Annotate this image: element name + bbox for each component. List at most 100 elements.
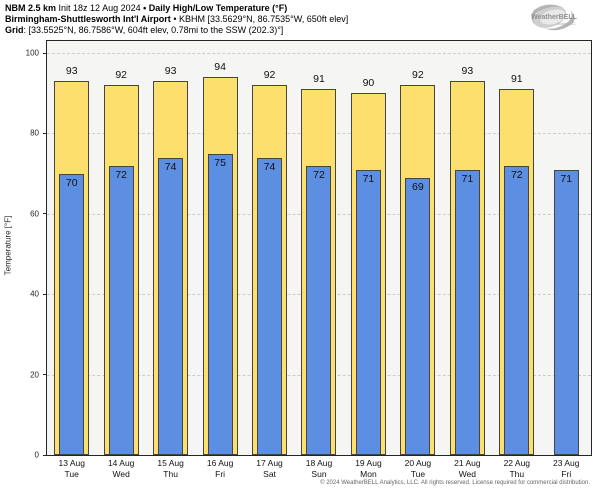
station-name: Birmingham-Shuttlesworth Int'l Airport [5, 13, 171, 24]
separator-dot: • [170, 13, 179, 24]
high-value-label: 93 [65, 65, 78, 78]
y-axis-title: Temperature [°F] [3, 215, 13, 276]
date-label: 18 Aug [305, 458, 333, 468]
weekday-label: Sat [263, 468, 276, 479]
date-label: 14 Aug [107, 458, 135, 468]
date-label: 17 Aug [256, 458, 283, 468]
y-tick-label: 20 [30, 370, 39, 380]
y-tick-mark [43, 374, 47, 376]
date-label: 13 Aug [58, 458, 85, 468]
low-bar [405, 177, 431, 455]
product-name: Daily High/Low Temperature (°F) [148, 3, 288, 13]
low-value-label: 71 [560, 172, 573, 185]
y-tick-mark [43, 132, 47, 134]
grid-label: Grid [5, 24, 24, 35]
low-value-label: 74 [164, 160, 177, 173]
weekday-label: Fri [561, 468, 572, 479]
gridline-100 [47, 53, 591, 55]
low-value-label: 71 [362, 172, 375, 185]
high-value-label: 92 [412, 69, 424, 82]
high-value-label: 92 [115, 69, 128, 82]
x-axis-label: 23 Aug Fri [542, 458, 591, 479]
high-value-label: 93 [164, 65, 177, 78]
low-value-label: 70 [65, 176, 78, 189]
x-axis-label: 20 Aug Tue [393, 458, 442, 479]
high-value-label: 91 [313, 73, 325, 86]
low-bar [158, 157, 184, 455]
high-value-label: 90 [362, 77, 375, 90]
low-value-label: 69 [412, 180, 424, 193]
low-value-label: 72 [510, 168, 523, 181]
y-tick-label: 40 [30, 289, 39, 299]
weekday-label: Thu [163, 468, 178, 479]
title-line-2: Birmingham-Shuttlesworth Int'l Airport •… [5, 14, 348, 25]
logo-subtext: Analytics LLC [556, 22, 576, 26]
x-axis-label: 21 Aug Wed [443, 458, 492, 479]
title-line-3: Grid: [33.5525°N, 86.7586°W, 604ft elev,… [5, 25, 348, 36]
x-axis-label: 22 Aug Thu [492, 458, 541, 479]
x-axis-label: 17 Aug Sat [245, 458, 294, 479]
bar-group: 93 74 15 Aug Thu [146, 41, 195, 479]
low-value-label: 72 [115, 168, 128, 181]
bar-group: 71 23 Aug Fri [542, 41, 591, 479]
init-time: Init 18z 12 Aug 2024 [56, 3, 144, 13]
bar-group: 93 71 21 Aug Wed [443, 41, 492, 479]
y-tick-label: 100 [25, 48, 39, 58]
x-axis-label: 15 Aug Thu [146, 458, 195, 479]
low-bar [454, 169, 480, 455]
bar-group: 93 70 13 Aug Tue [47, 41, 96, 479]
grid-info: : [33.5525°N, 86.7586°W, 604ft elev, 0.7… [23, 24, 284, 35]
chart-header: NBM 2.5 km Init 18z 12 Aug 2024 • Daily … [5, 3, 348, 35]
low-value-label: 72 [313, 168, 325, 181]
bar-group: 91 72 18 Aug Sun [294, 41, 343, 479]
bar-group: 92 72 14 Aug Wed [96, 41, 145, 479]
weatherbell-logo: WeatherBELL Analytics LLC [531, 4, 578, 31]
y-tick-label: 60 [30, 209, 39, 219]
low-bar [306, 165, 332, 455]
x-axis-label: 16 Aug Fri [195, 458, 244, 479]
low-bar [355, 169, 381, 455]
high-value-label: 91 [510, 73, 523, 86]
x-axis-label: 14 Aug Wed [96, 458, 145, 479]
x-axis-label: 19 Aug Mon [344, 458, 393, 479]
low-value-label: 75 [214, 156, 226, 169]
low-bar [59, 173, 85, 455]
copyright-notice: © 2024 WeatherBELL Analytics, LLC. All r… [320, 480, 590, 486]
high-value-label: 93 [461, 65, 474, 78]
date-label: 23 Aug [553, 458, 580, 468]
low-value-label: 74 [263, 160, 276, 173]
date-label: 22 Aug [503, 458, 531, 468]
weekday-label: Mon [360, 468, 377, 479]
weekday-label: Sun [311, 468, 327, 479]
bar-group: 92 69 20 Aug Tue [393, 41, 442, 479]
model-name: NBM 2.5 km [5, 3, 57, 13]
weekday-label: Thu [509, 468, 525, 479]
plot-area: 0 20 40 60 80 100 93 70 13 Aug Tue 92 72 14 Aug Wed 93… [26, 40, 592, 479]
bar-group: 94 75 16 Aug Fri [195, 41, 244, 479]
bar-group: 91 72 22 Aug Thu [492, 41, 541, 479]
date-label: 16 Aug [206, 458, 234, 468]
weekday-label: Wed [458, 468, 477, 479]
date-label: 20 Aug [404, 458, 432, 468]
station-info: KBHM [33.5629°N, 86.7535°W, 650ft elev] [178, 13, 349, 24]
date-label: 21 Aug [454, 458, 481, 468]
y-tick-label: 80 [30, 128, 39, 138]
x-axis-label: 13 Aug Tue [47, 458, 96, 479]
high-value-label: 92 [263, 69, 276, 82]
low-bar [553, 169, 579, 455]
swirl-icon [531, 4, 575, 31]
logo-text: WeatherBELL [531, 14, 577, 21]
bar-group: 90 71 19 Aug Mon [344, 41, 393, 479]
low-value-label: 71 [461, 172, 474, 185]
y-tick-label: 0 [34, 450, 39, 460]
bar-group: 92 74 17 Aug Sat [245, 41, 294, 479]
x-axis-label: 18 Aug Sun [294, 458, 343, 479]
low-bar [257, 157, 283, 455]
y-tick-mark [43, 454, 47, 456]
y-tick-mark [43, 293, 47, 295]
low-bar [504, 165, 530, 455]
separator-dot: • [143, 3, 149, 13]
weekday-label: Wed [112, 468, 130, 479]
high-value-label: 94 [214, 61, 226, 74]
